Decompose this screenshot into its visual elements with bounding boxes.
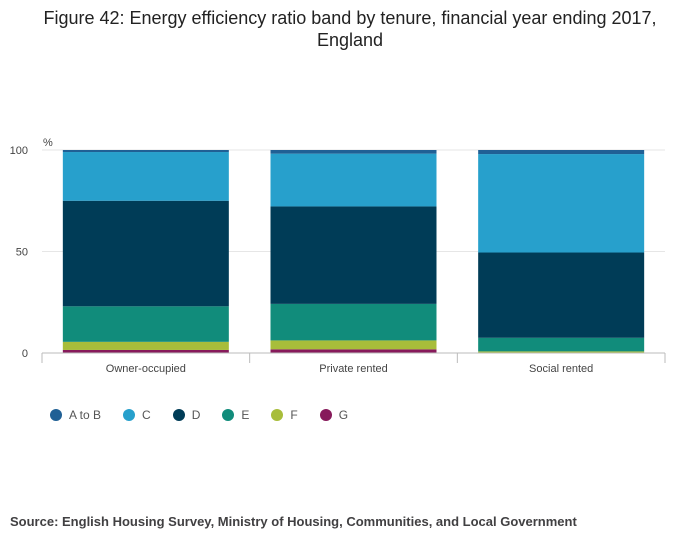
bar-f	[62, 341, 229, 350]
legend-label: F	[290, 408, 298, 422]
x-tick-label: Private rented	[319, 363, 387, 375]
bar-e	[478, 337, 645, 352]
bar-g	[62, 349, 229, 353]
bar-a-to-b	[478, 150, 645, 155]
y-axis-unit: %	[43, 137, 53, 149]
y-tick-label: 0	[22, 348, 28, 360]
legend-label: D	[191, 408, 201, 422]
chart-title: Figure 42: Energy efficiency ratio band …	[43, 8, 657, 50]
legend-label: G	[338, 408, 349, 422]
bar-e	[270, 303, 437, 341]
legend-label: E	[241, 408, 250, 422]
legend-item: G	[319, 408, 349, 422]
legend-swatch	[50, 409, 62, 421]
bar-d	[270, 206, 437, 304]
legend-item: E	[222, 408, 249, 422]
legend-item: A to B	[50, 408, 101, 422]
y-tick-label: 100	[10, 145, 28, 157]
bar-a-to-b	[270, 150, 437, 154]
bar-f	[478, 351, 645, 353]
stacked-bar-chart: 0 50 100% Owner-occupied Private rented Socia…	[10, 137, 666, 375]
bar-f	[270, 340, 437, 350]
legend-label: A to B	[69, 408, 102, 422]
source-note: Source: English Housing Survey, Ministry…	[10, 514, 577, 529]
legend-swatch	[123, 409, 136, 421]
bar-e	[62, 306, 229, 342]
y-tick-label: 50	[16, 247, 28, 259]
legend: A to B C D E F G	[50, 408, 370, 422]
legend-item: D	[172, 408, 201, 422]
bar-c	[270, 153, 437, 207]
x-tick-label: Owner-occupied	[106, 363, 186, 375]
x-tick-label: Social rented	[529, 363, 593, 375]
legend-swatch	[172, 409, 185, 421]
bar-c	[478, 154, 645, 253]
legend-swatch	[271, 409, 284, 421]
legend-item: F	[271, 408, 298, 422]
bar-g	[270, 349, 437, 353]
bar-d	[478, 252, 645, 338]
bar-c	[62, 152, 229, 201]
bar-a-to-b	[62, 150, 229, 153]
legend-label: C	[142, 408, 151, 422]
legend-swatch	[319, 409, 332, 421]
legend-swatch	[222, 409, 235, 421]
legend-item: C	[123, 408, 151, 422]
bar-d	[62, 200, 229, 307]
